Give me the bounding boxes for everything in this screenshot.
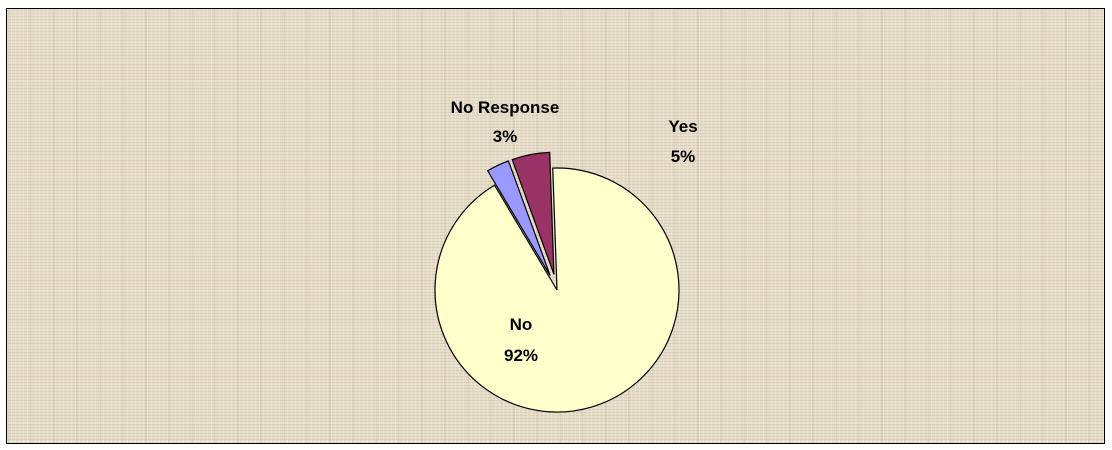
slice-label-no-response: No Response <box>451 98 560 117</box>
slice-percent-yes: 5% <box>671 147 696 166</box>
pie-chart: No 92% No Response 3% Yes 5% <box>434 98 698 413</box>
slice-label-yes: Yes <box>668 117 697 136</box>
pie-slice-yes <box>511 151 555 275</box>
chart-area: No 92% No Response 3% Yes 5% <box>6 8 1105 444</box>
slice-label-no: No <box>510 315 533 334</box>
slice-percent-no-response: 3% <box>493 127 518 146</box>
pie-slice-no-response <box>486 160 551 276</box>
pie-slice-no <box>434 167 680 413</box>
slice-percent-no: 92% <box>504 346 538 365</box>
